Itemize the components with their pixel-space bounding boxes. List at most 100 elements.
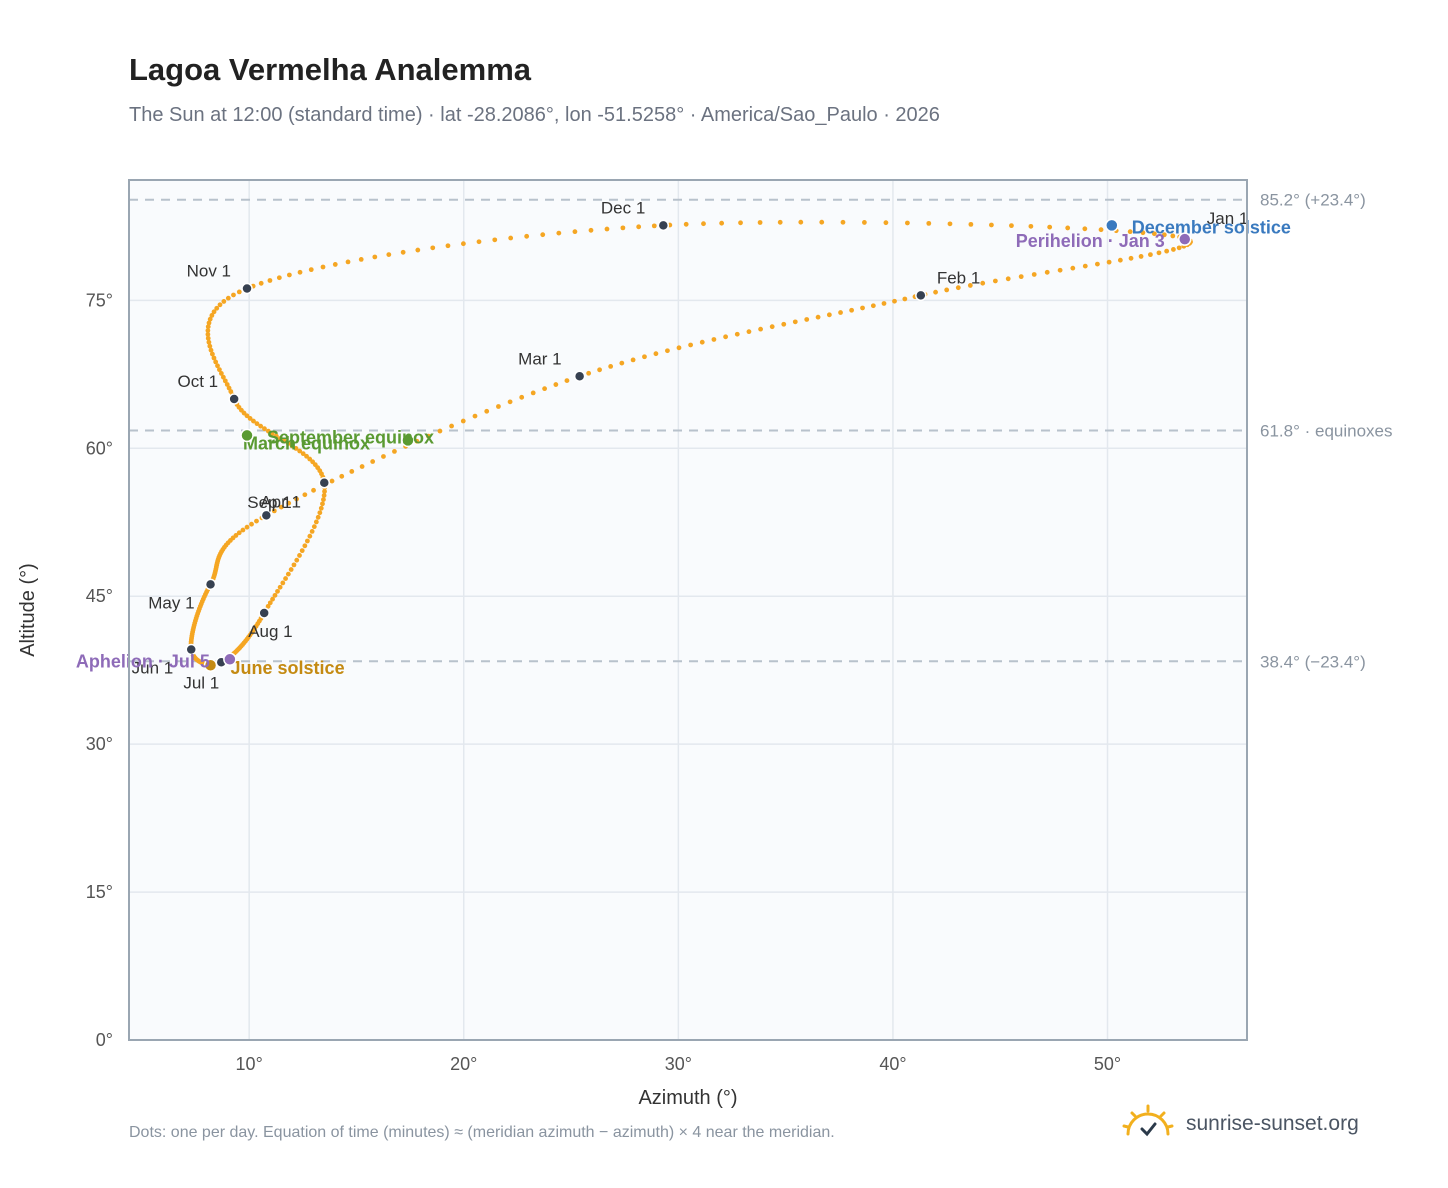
daily-dot — [1065, 225, 1071, 231]
daily-dot — [530, 390, 536, 396]
daily-dot — [642, 354, 647, 360]
daily-dot — [1082, 263, 1088, 269]
daily-dot — [636, 224, 642, 230]
daily-dot — [1106, 259, 1112, 265]
daily-dot — [320, 264, 326, 270]
daily-dot — [519, 394, 525, 400]
daily-dot — [225, 295, 231, 301]
daily-dot — [206, 339, 212, 345]
daily-dot — [1148, 252, 1153, 258]
daily-dot — [757, 220, 763, 225]
daily-dot — [285, 441, 291, 446]
daily-dot — [288, 567, 294, 572]
month-marker-label: Apr 1 — [260, 492, 301, 511]
month-markers: Jan 1 Feb 1 Mar 1 Apr 1 May 1 Jun 1 Jul 1 Aug 1… — [132, 198, 1249, 692]
daily-dot — [651, 223, 657, 229]
daily-dot — [904, 220, 910, 226]
daily-dot — [269, 431, 275, 437]
daily-dot — [339, 473, 345, 479]
daily-dot — [1057, 267, 1063, 273]
daily-dot — [392, 449, 397, 454]
month-marker-dot — [204, 578, 217, 591]
brand[interactable]: sunrise-sunset.org — [1120, 1104, 1359, 1144]
daily-dot — [209, 351, 215, 357]
daily-dot — [349, 469, 355, 474]
daily-dot — [719, 220, 725, 226]
daily-dot — [308, 267, 314, 273]
daily-dot — [556, 230, 562, 236]
daily-dot — [1095, 261, 1100, 267]
daily-dot — [1161, 232, 1167, 238]
event-label: Perihelion · Jan 3 — [1016, 231, 1165, 251]
daily-dot — [944, 287, 950, 293]
daily-dot — [1098, 227, 1104, 233]
axis-ticks: 10° 20° 30° 40° 50° 0° 15° 30° 45° 60° 75° — [86, 290, 1121, 1074]
month-marker-label: Dec 1 — [601, 198, 645, 217]
daily-dot — [236, 530, 242, 536]
daily-dot — [262, 426, 267, 432]
daily-dot — [277, 436, 283, 441]
y-tick-label: 60° — [86, 438, 113, 458]
daily-dot — [1138, 254, 1144, 259]
event-label: Aphelion · Jul 5 — [76, 651, 210, 671]
daily-dot — [275, 588, 280, 594]
grid-lines — [129, 180, 1247, 1040]
plot-background — [129, 180, 1247, 1040]
daily-dot — [1151, 231, 1157, 237]
x-tick-label: 20° — [450, 1054, 477, 1074]
daily-dot — [304, 538, 310, 544]
daily-dot — [860, 305, 865, 311]
daily-dot — [205, 332, 211, 337]
daily-dot — [1070, 265, 1076, 271]
daily-dot — [265, 428, 271, 434]
event-marker-dot — [401, 433, 415, 448]
reference-line-label: 38.4° (−23.4°) — [1260, 652, 1366, 671]
footnote: Dots: one per day. Equation of time (min… — [129, 1124, 835, 1141]
daily-dot — [665, 348, 670, 354]
daily-dot — [283, 576, 288, 581]
daily-dot — [597, 367, 602, 373]
month-marker-label: Jun 1 — [132, 658, 174, 677]
chart-subtitle: The Sun at 12:00 (standard time) · lat -… — [129, 104, 940, 126]
daily-dot — [415, 247, 421, 253]
daily-dot — [608, 364, 614, 369]
y-tick-label: 15° — [86, 882, 113, 902]
month-marker-dot — [318, 477, 331, 489]
daily-dot — [286, 500, 292, 506]
daily-dot — [861, 220, 867, 225]
daily-dot — [840, 219, 846, 225]
daily-dot — [280, 580, 286, 586]
daily-dot — [211, 355, 217, 361]
month-marker-dot — [185, 643, 197, 656]
daily-dot — [251, 418, 256, 424]
daily-dot — [220, 374, 226, 380]
event-label: March equinox — [243, 433, 370, 453]
daily-dot — [315, 514, 321, 520]
daily-dot — [240, 527, 246, 533]
daily-dot — [588, 227, 594, 233]
daily-dot — [1176, 245, 1182, 251]
daily-dot — [293, 446, 299, 451]
month-marker-label: Jul 1 — [183, 673, 219, 692]
daily-dot — [437, 428, 443, 434]
daily-dot — [381, 454, 386, 459]
event-label: December solstice — [1132, 217, 1291, 237]
y-axis-label: Altitude (°) — [17, 563, 39, 657]
daily-dot — [586, 370, 592, 376]
daily-dot — [564, 378, 570, 384]
daily-dot — [386, 252, 392, 258]
month-marker-dot — [915, 289, 927, 302]
daily-dot — [1171, 247, 1176, 252]
daily-dot — [291, 562, 297, 568]
daily-dot — [699, 339, 705, 345]
daily-dot — [711, 337, 717, 342]
daily-dot — [209, 313, 215, 318]
reference-lines: 85.2° (+23.4°) 61.8° · equinoxes 38.4° (−2… — [129, 191, 1393, 671]
month-marker-dot — [228, 393, 240, 405]
y-tick-label: 75° — [86, 290, 113, 310]
daily-dot — [933, 289, 938, 295]
daily-dot — [1128, 255, 1134, 261]
month-marker-label: Feb 1 — [937, 268, 980, 287]
daily-dot — [307, 456, 313, 462]
daily-dot — [1005, 276, 1011, 282]
